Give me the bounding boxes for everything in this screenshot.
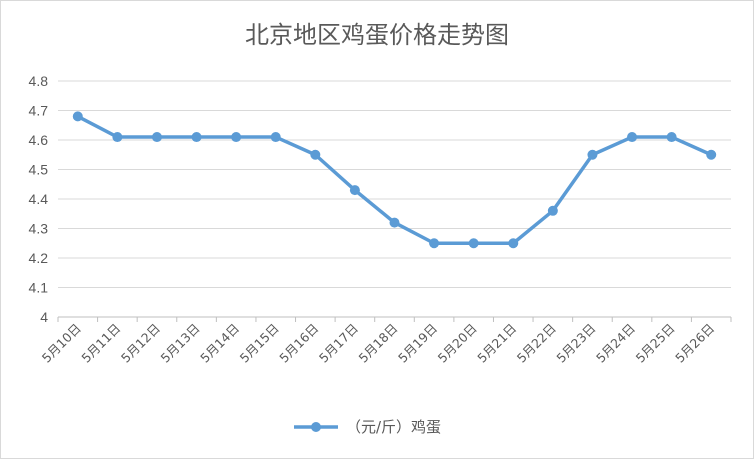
y-tick-label: 4.6 [29, 132, 49, 148]
x-tick-label: 5月23日 [553, 321, 598, 366]
y-tick-label: 4.1 [29, 280, 49, 296]
data-point [627, 132, 638, 143]
series-layer [72, 111, 717, 249]
x-tick-label: 5月13日 [158, 321, 203, 366]
x-tick-label: 5月14日 [197, 321, 242, 366]
chart-title: 北京地区鸡蛋价格走势图 [245, 21, 509, 49]
data-point [468, 238, 479, 249]
x-tick-label: 5月11日 [78, 321, 123, 366]
x-tick-label: 5月10日 [39, 321, 84, 366]
legend: （元/斤）鸡蛋 [294, 418, 441, 436]
x-tick-label: 5月24日 [593, 321, 638, 366]
y-tick-label: 4.7 [29, 103, 49, 119]
data-point [112, 132, 123, 143]
data-point [151, 132, 162, 143]
data-point [310, 149, 321, 160]
y-tick-label: 4.5 [29, 162, 49, 178]
x-tick-label: 5月26日 [672, 321, 717, 366]
data-point [706, 149, 717, 160]
x-tick-label: 5月25日 [633, 321, 678, 366]
y-tick-label: 4.3 [29, 221, 49, 237]
data-point [429, 238, 440, 249]
x-tick-label: 5月16日 [276, 321, 321, 366]
data-point [666, 132, 677, 143]
legend-label: （元/斤）鸡蛋 [346, 418, 441, 436]
legend-marker-swatch [311, 422, 321, 432]
x-tick-label: 5月20日 [435, 321, 480, 366]
y-tick-label: 4 [40, 309, 48, 325]
data-point [191, 132, 202, 143]
data-point [72, 111, 83, 122]
x-tick-label: 5月17日 [316, 321, 361, 366]
data-point [547, 205, 558, 216]
data-point [349, 185, 360, 196]
x-tick-label: 5月15日 [237, 321, 282, 366]
x-axis-ticks: 5月10日5月11日5月12日5月13日5月14日5月15日5月16日5月17日… [39, 317, 732, 366]
data-point [270, 132, 281, 143]
x-tick-label: 5月12日 [118, 321, 163, 366]
grid-layer [58, 80, 731, 318]
data-point [587, 149, 598, 160]
data-point [231, 132, 242, 143]
x-tick-label: 5月19日 [395, 321, 440, 366]
y-tick-label: 4.8 [29, 73, 49, 89]
x-tick-label: 5月18日 [355, 321, 400, 366]
y-axis-ticks: 4 4.1 4.2 4.3 4.4 4.5 4.6 4.7 4.8 [29, 73, 49, 325]
x-tick-label: 5月22日 [514, 321, 559, 366]
y-tick-label: 4.2 [29, 250, 49, 266]
data-point [389, 217, 400, 228]
data-point [508, 238, 519, 249]
x-tick-label: 5月21日 [474, 321, 519, 366]
y-tick-label: 4.4 [29, 191, 49, 207]
